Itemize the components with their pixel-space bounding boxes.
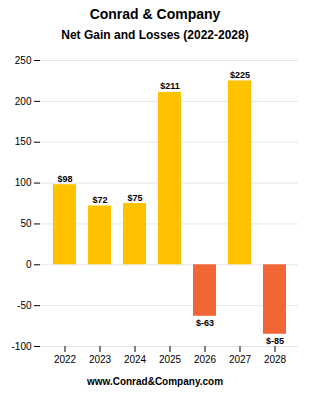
svg-text:0: 0 (26, 259, 32, 270)
svg-text:2026: 2026 (194, 354, 217, 365)
svg-text:$98: $98 (57, 174, 72, 184)
svg-text:200: 200 (15, 96, 32, 107)
svg-text:$-63: $-63 (196, 318, 214, 328)
svg-text:$75: $75 (127, 193, 142, 203)
svg-text:150: 150 (15, 136, 32, 147)
svg-text:2027: 2027 (229, 354, 252, 365)
svg-text:100: 100 (15, 177, 32, 188)
svg-text:-100: -100 (11, 341, 31, 352)
html-text:Conrad & Company: Conrad & Company (89, 6, 221, 22)
svg-text:$225: $225 (230, 70, 250, 80)
svg-text:2022: 2022 (54, 354, 77, 365)
svg-text:250: 250 (15, 55, 32, 66)
svg-text:2024: 2024 (124, 354, 147, 365)
html-text:Net Gain and Losses (2022-2028: Net Gain and Losses (2022-2028) (61, 28, 249, 42)
svg-text:2023: 2023 (89, 354, 112, 365)
svg-text:$-85: $-85 (266, 336, 284, 346)
svg-text:$211: $211 (160, 81, 180, 91)
svg-text:50: 50 (20, 218, 32, 229)
svg-text:2025: 2025 (159, 354, 182, 365)
svg-text:2028: 2028 (264, 354, 287, 365)
svg-text:-50: -50 (17, 300, 32, 311)
svg-text:$72: $72 (92, 195, 107, 205)
html-text:www.Conrad&Company.com: www.Conrad&Company.com (86, 376, 224, 387)
